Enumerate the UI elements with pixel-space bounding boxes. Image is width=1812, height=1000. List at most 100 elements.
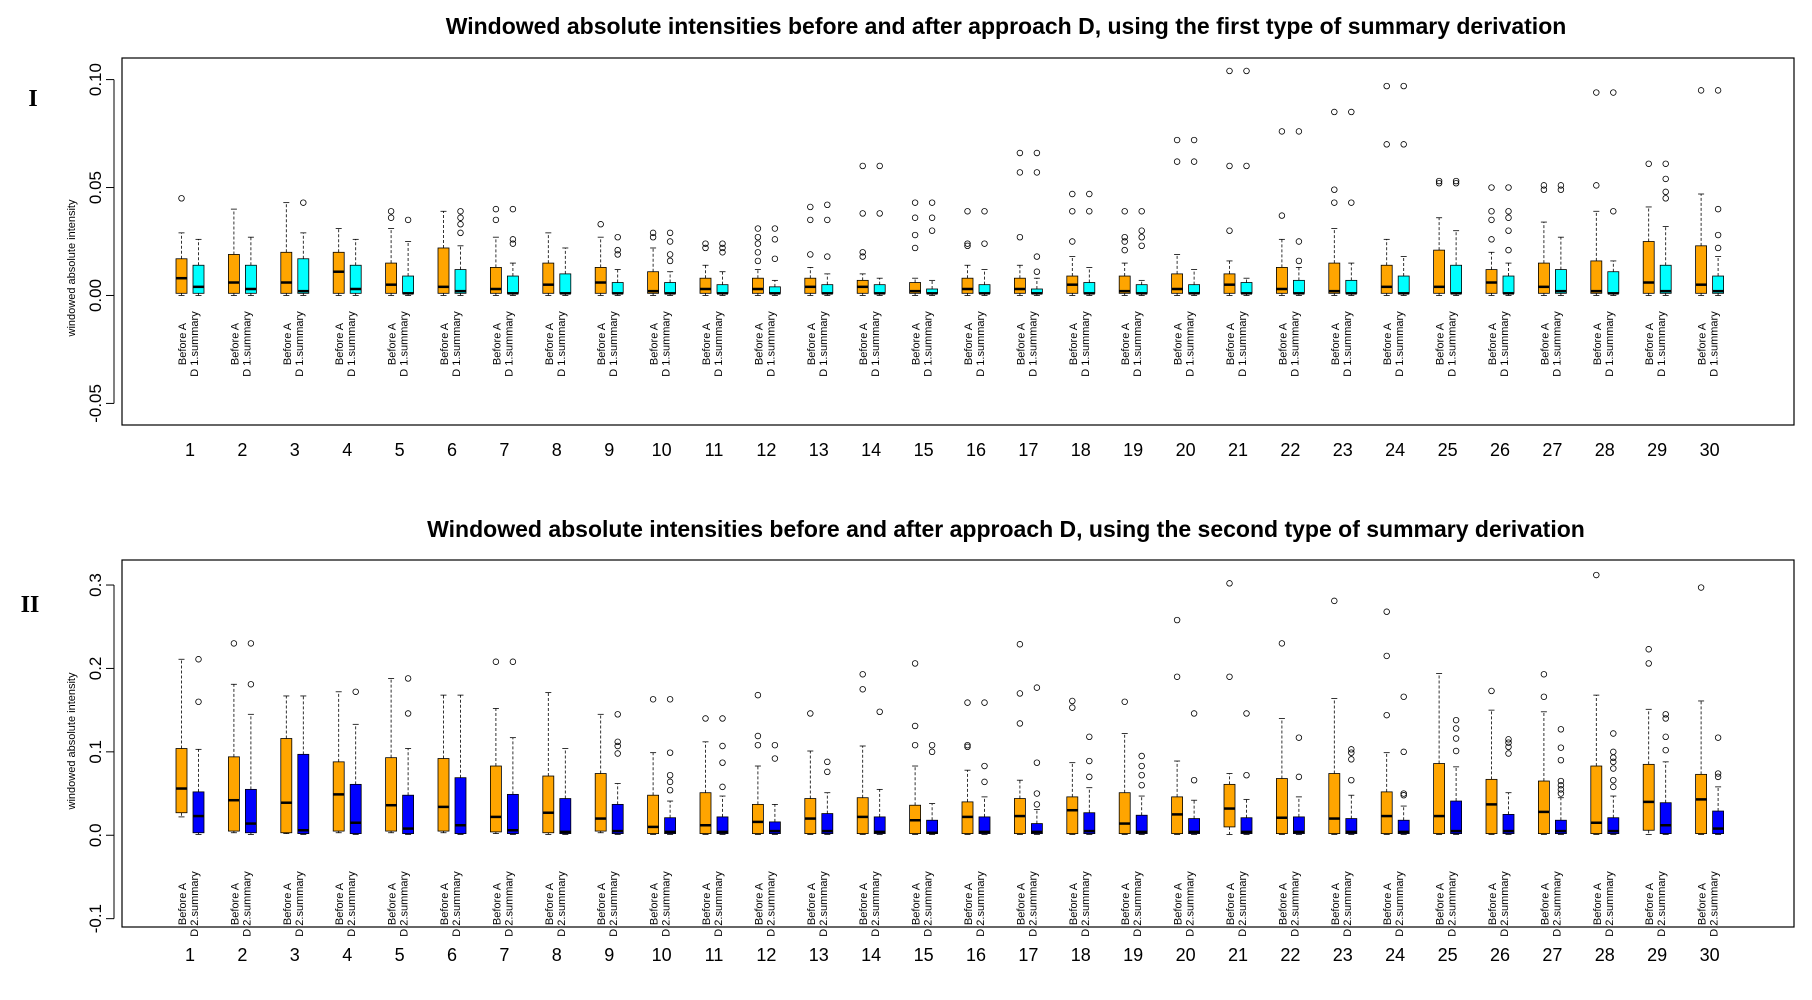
box-label: D 2.summary: [1027, 871, 1039, 937]
x-tick-label: 27: [1542, 945, 1562, 965]
box: [1014, 277, 1026, 294]
outlier-point: [509, 240, 517, 247]
outlier-point: [1540, 186, 1548, 193]
outlier-point: [928, 199, 936, 206]
box-label: D 2.summary: [189, 871, 201, 937]
outlier-point: [1033, 268, 1041, 275]
outlier-point: [1557, 777, 1565, 785]
x-tick-label: 30: [1700, 945, 1720, 965]
outlier-point: [597, 221, 604, 228]
box-label: Before A: [229, 322, 241, 365]
x-tick-label: 28: [1595, 440, 1615, 460]
outlier-point: [1540, 182, 1548, 189]
x-tick-label: 22: [1280, 945, 1300, 965]
box: [1293, 816, 1305, 834]
outlier-point: [807, 251, 814, 258]
outlier-point: [1610, 783, 1617, 791]
outlier-point: [1278, 212, 1286, 219]
x-tick-label: 6: [447, 945, 457, 965]
x-tick-label: 8: [552, 440, 562, 460]
y-tick-label: -0.1: [86, 904, 105, 933]
y-tick-label: 0.1: [86, 740, 105, 764]
box-label: Before A: [491, 322, 503, 365]
outlier-point: [754, 233, 762, 241]
box-label: Before A: [1225, 322, 1237, 365]
box-label: D 2.summary: [818, 871, 830, 937]
outlier-point: [964, 741, 971, 749]
outlier-point: [771, 236, 779, 243]
box-label: D 2.summary: [451, 871, 463, 937]
outlier-point: [1226, 673, 1233, 680]
outlier-point: [1488, 208, 1495, 215]
outlier-point: [771, 255, 779, 262]
outlier-point: [1121, 246, 1128, 254]
box: [1171, 273, 1183, 294]
box-label: Before A: [1382, 882, 1394, 925]
x-axis: 1 2 3 4 5 6 7 8 9 10 11 12 13 14 15 16 17 18 19 20 21 22 23 24 2…: [185, 440, 1720, 460]
box-label: Before A: [1697, 322, 1709, 365]
y-tick-label: 0.2: [86, 657, 105, 681]
outlier-point: [1069, 190, 1076, 198]
box-label: D 2.summary: [923, 871, 935, 937]
outlier-point: [1295, 238, 1303, 245]
box-label: D 1.summary: [1132, 311, 1144, 377]
outlier-point: [1278, 128, 1286, 135]
outlier-point: [614, 750, 621, 757]
box: [1188, 284, 1200, 294]
box: [454, 269, 467, 294]
outlier-point: [666, 257, 674, 265]
box: [1397, 275, 1410, 294]
outlier-point: [1452, 735, 1460, 742]
outlier-point: [1557, 756, 1565, 764]
box-label: Before A: [1644, 322, 1656, 365]
box: [978, 284, 991, 294]
box: [1135, 814, 1148, 834]
box-label: Before A: [1173, 322, 1185, 365]
box-label: Before A: [701, 882, 713, 925]
x-tick-label: 15: [914, 440, 934, 460]
outlier-point: [1505, 743, 1512, 751]
outlier-point: [981, 208, 988, 215]
outlier-point: [754, 732, 762, 740]
outlier-point: [1138, 782, 1145, 789]
outlier-point: [1557, 186, 1565, 193]
box: [1276, 778, 1288, 834]
outlier-point: [1173, 136, 1181, 144]
outlier-point: [230, 640, 238, 647]
outlier-point: [1662, 188, 1669, 196]
box: [821, 284, 834, 294]
outlier-point: [1069, 697, 1076, 705]
box: [175, 258, 188, 294]
outlier-point: [1016, 641, 1024, 648]
box: [349, 264, 362, 294]
box-label: D 1.summary: [1237, 311, 1249, 377]
outlier-point: [1069, 704, 1076, 711]
box-label: D 1.summary: [241, 311, 253, 377]
box-label: Before A: [177, 882, 189, 925]
box: [1450, 264, 1462, 294]
outlier-point: [1610, 758, 1617, 766]
box: [1328, 262, 1341, 294]
outlier-point: [702, 244, 709, 252]
box-label: Before A: [1330, 882, 1342, 925]
outlier-point: [702, 715, 709, 722]
box: [909, 282, 921, 294]
outlier-point: [1348, 108, 1355, 116]
outlier-point: [1714, 205, 1722, 213]
outlier-point: [666, 771, 674, 779]
box-label: D 2.summary: [1132, 871, 1144, 937]
box-label: D 2.summary: [1709, 871, 1721, 937]
x-tick-label: 28: [1595, 945, 1615, 965]
box: [192, 791, 205, 834]
outlier-point: [1697, 584, 1705, 591]
box: [1555, 269, 1567, 294]
